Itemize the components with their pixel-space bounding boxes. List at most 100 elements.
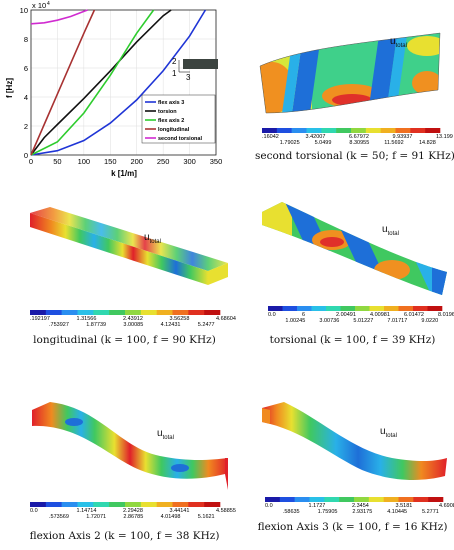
legend-entry: longitudinal (158, 127, 190, 133)
colorbar-label: .16042 (262, 134, 279, 140)
inset-label-1: 1 (172, 69, 177, 78)
x-tick-label: 200 (130, 157, 143, 166)
colorbar-label: 7.01717 (387, 318, 407, 324)
colorbar-label: 13.199 (436, 134, 453, 140)
colorbar-label: 3.00085 (123, 322, 143, 328)
colorbar-label: 4.58855 (216, 508, 236, 514)
colorbar-label: .753927 (49, 322, 69, 328)
colorbar-label: 6.01472 (404, 312, 424, 318)
caption-flexion-axis-3: flexion Axis 3 (k = 100, f = 16 KHz) (257, 521, 448, 533)
colorbar-label: 3.56258 (170, 316, 190, 322)
colorbar-label: 5.0499 (315, 140, 332, 146)
colorbar-label: 9.0220 (421, 318, 438, 324)
caption-longitudinal: longitudinal (k = 100, f = 90 KHz) (33, 334, 216, 346)
y-axis-label: f [Hz] (5, 78, 14, 98)
colorbar-label: 4.10445 (387, 509, 407, 515)
colorbar-label: 2.3454 (352, 503, 369, 509)
y-tick-label: 10 (20, 6, 28, 15)
colorbar-label: 1.79025 (280, 140, 300, 146)
y-tick-label: 8 (24, 35, 28, 44)
colorbar-label: 11.5692 (384, 140, 403, 146)
colorbar-label: 1.31566 (77, 316, 97, 322)
colorbar-label: .573569 (49, 514, 69, 520)
colorbar-label: 4.12431 (161, 322, 181, 328)
utotal-label: utotal (380, 426, 397, 439)
mode-shape-torsional (262, 202, 447, 295)
mode-shape-flexion-axis-2 (32, 402, 228, 490)
inset-axes: 2 1 3 (172, 57, 218, 82)
y-tick-label: 0 (24, 151, 28, 160)
colorbar-label: 1.87739 (86, 322, 106, 328)
colorbar-label: 5.1621 (198, 514, 215, 520)
colorbar-label: .192197 (30, 316, 50, 322)
colorbar-label: 6.67972 (349, 134, 369, 140)
x-tick-label: 100 (78, 157, 91, 166)
y-tick-label: 6 (24, 64, 28, 73)
utotal-label: utotal (157, 428, 174, 441)
colorbar-label: 2.29428 (123, 508, 143, 514)
colorbar-label: 4.01498 (161, 514, 181, 520)
y-multiplier-exponent: 4 (47, 1, 50, 7)
colorbar-label: 4.68604 (216, 316, 236, 322)
colorbar-label: 1.72071 (86, 514, 106, 520)
colorbar-label: 4.00981 (370, 312, 390, 318)
colorbar-label: 14.828 (419, 140, 436, 146)
colorbar-label: 2.43912 (123, 316, 143, 322)
dispersion-chart: 0 50 100 150 200 250 300 350 0 2 4 6 8 10 x 10 4 f [H… (5, 1, 223, 178)
colorbar-label: 1.14714 (77, 508, 97, 514)
mode-shape-flexion-axis-3 (262, 402, 447, 480)
colorbar-label: 5.2477 (198, 322, 215, 328)
x-tick-label: 250 (157, 157, 170, 166)
colorbar-label: .58635 (283, 509, 300, 515)
chart-legend: flex axis 3 torsion flex axis 2 longitudina… (141, 94, 216, 144)
colorbar-label: 1.75905 (318, 509, 338, 515)
x-tick-label: 150 (104, 157, 117, 166)
colorbar-label: 2.93175 (352, 509, 372, 515)
colorbar-label: 3.44141 (170, 508, 190, 514)
caption-second-torsional: second torsional (k = 50; f = 91 KHz) (255, 150, 454, 162)
series-line (30, 9, 155, 156)
colorbar-label: 0.0 (30, 508, 38, 514)
colorbar-label: 8.01963 (438, 312, 454, 318)
colorbar-label: 1.1727 (309, 503, 326, 509)
colorbar-label: 6 (302, 312, 305, 318)
colorbar-label: 3.5181 (396, 503, 413, 509)
inset-label-3: 3 (186, 73, 191, 82)
caption-flexion-axis-2: flexion Axis 2 (k = 100, f = 38 KHz) (29, 530, 220, 542)
utotal-label: utotal (144, 232, 161, 245)
legend-entry: flex axis 2 (158, 118, 184, 124)
colorbar-label: 0.0 (268, 312, 276, 318)
colorbar-label: 5.01227 (353, 318, 373, 324)
colorbar-label: 4.6908 (439, 503, 454, 509)
colorbar-label: 8.30955 (349, 140, 369, 146)
y-tick-label: 2 (24, 122, 28, 131)
colorbar-label: 9.93937 (393, 134, 413, 140)
legend-entry: flex axis 3 (158, 100, 184, 106)
x-tick-label: 350 (210, 157, 223, 166)
x-tick-label: 0 (29, 157, 33, 166)
mode-shape-second-torsional (259, 32, 441, 114)
colorbar-label: 2.00491 (336, 312, 356, 318)
legend-entry: second torsional (158, 136, 202, 142)
colorbar-label: 0.0 (265, 503, 273, 509)
colorbar-label: 3.42007 (306, 134, 326, 140)
series-line (30, 9, 88, 25)
caption-torsional: torsional (k = 100, f = 39 KHz) (269, 334, 436, 346)
series-line (30, 9, 172, 156)
x-tick-label: 50 (53, 157, 61, 166)
legend-entry: torsion (158, 109, 177, 115)
x-tick-label: 300 (183, 157, 196, 166)
colorbar-label: 3.00736 (319, 318, 339, 324)
mode-shape-longitudinal (30, 207, 228, 285)
series-line (30, 9, 207, 156)
colorbar-label: 1.00245 (285, 318, 305, 324)
inset-label-2: 2 (172, 57, 177, 66)
series-line (30, 9, 96, 156)
utotal-label: utotal (390, 36, 407, 49)
y-multiplier: x 10 (32, 1, 46, 10)
utotal-label: utotal (382, 224, 399, 237)
colorbar-label: 2.86785 (123, 514, 143, 520)
x-axis-label: k [1/m] (111, 169, 137, 178)
colorbar-label: 5.2771 (422, 509, 439, 515)
